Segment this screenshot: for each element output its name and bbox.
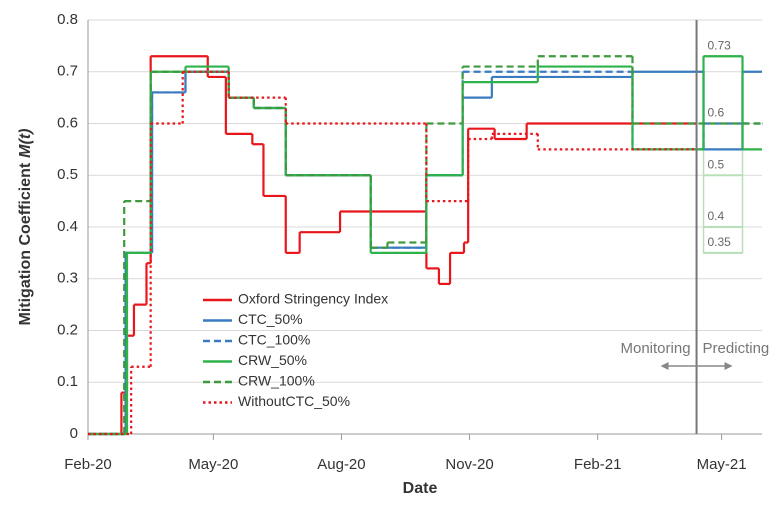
y-tick-label: 0.4 xyxy=(57,218,78,235)
x-tick-label: Feb-20 xyxy=(64,456,112,473)
x-tick-label: Nov-20 xyxy=(445,456,493,473)
y-tick-label: 0.8 xyxy=(57,11,78,28)
y-tick-label: 0.5 xyxy=(57,166,78,183)
prediction-box xyxy=(702,55,744,254)
y-tick-label: 0.7 xyxy=(57,63,78,80)
legend-label: CTC_50% xyxy=(238,311,303,327)
legend-label: CRW_100% xyxy=(238,373,315,389)
y-axis-label: Mitigation Coefficient M(t) xyxy=(17,129,34,326)
x-tick-label: Aug-20 xyxy=(317,456,365,473)
arrow-head xyxy=(660,362,733,370)
prediction-level-label: 0.4 xyxy=(708,209,725,223)
legend-label: WithoutCTC_50% xyxy=(238,393,350,409)
x-axis-label: Date xyxy=(403,480,438,497)
annotation: Monitoring xyxy=(621,340,691,357)
y-tick-label: 0.2 xyxy=(57,321,78,338)
y-axis-label-symbol: M(t) xyxy=(17,129,34,158)
prediction-level-label: 0.35 xyxy=(708,235,732,249)
y-axis-label-text: Mitigation Coefficient xyxy=(17,162,34,325)
prediction-level-label: 0.6 xyxy=(708,106,725,120)
y-tick-label: 0.3 xyxy=(57,270,78,287)
y-tick-label: 0.1 xyxy=(57,373,78,390)
legend-label: CRW_50% xyxy=(238,352,307,368)
y-tick-label: 0 xyxy=(70,425,78,442)
x-tick-label: May-20 xyxy=(188,456,238,473)
annotation: Predicting xyxy=(703,340,770,357)
prediction-level-label: 0.73 xyxy=(708,38,732,52)
x-tick-label: May-21 xyxy=(697,456,747,473)
prediction-level-label: 0.5 xyxy=(708,157,725,171)
legend-label: CTC_100% xyxy=(238,332,310,348)
legend-label: Oxford Stringency Index xyxy=(238,291,388,307)
y-tick-label: 0.6 xyxy=(57,114,78,131)
x-tick-label: Feb-21 xyxy=(574,456,622,473)
